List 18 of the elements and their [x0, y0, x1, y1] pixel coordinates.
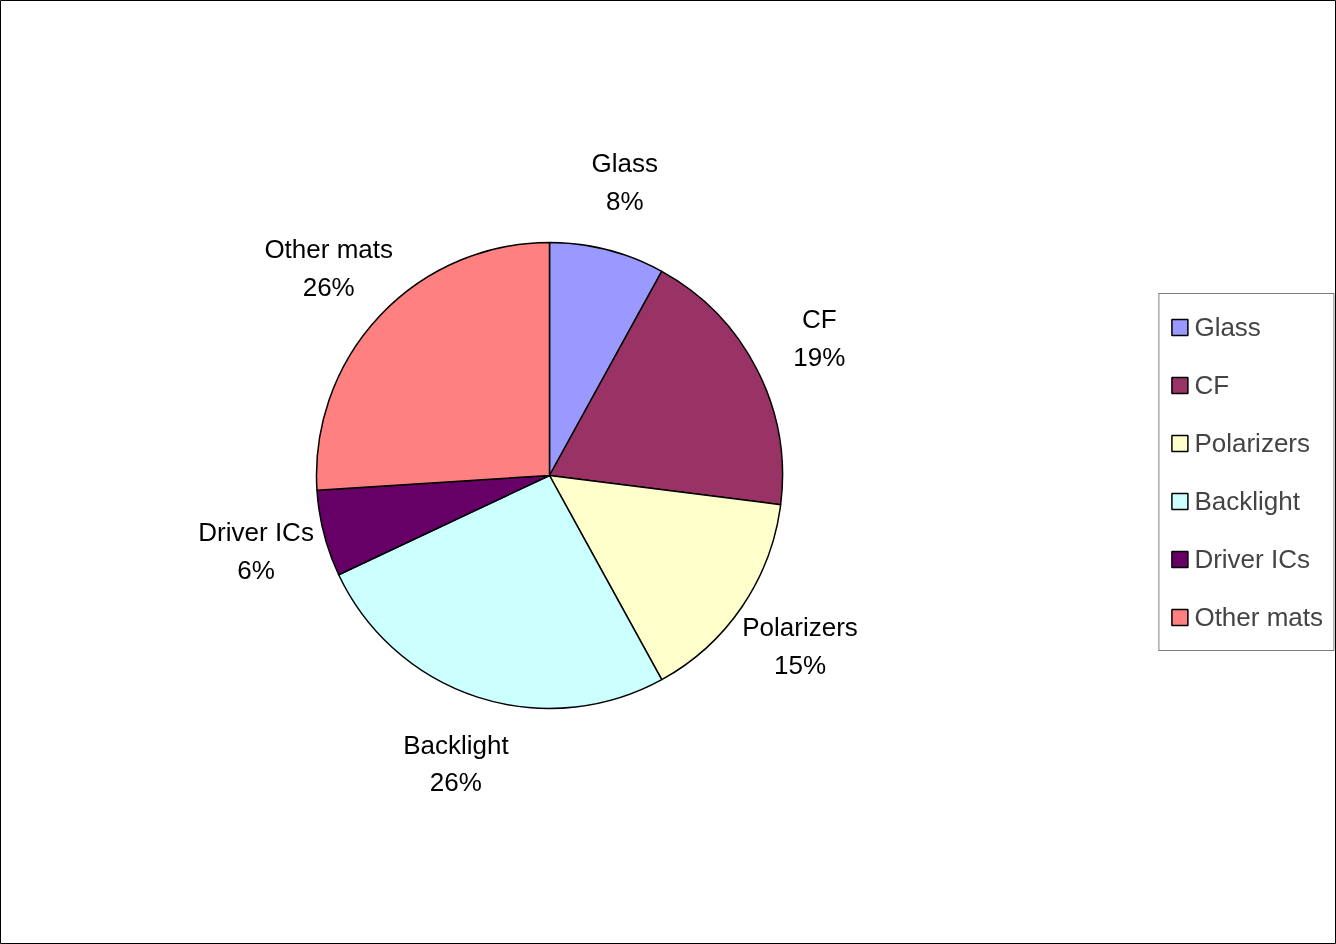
slice-label: CF [802, 304, 837, 335]
data-label: 6% [237, 554, 275, 585]
data-label: 26% [302, 271, 355, 302]
data-label: 26% [429, 767, 482, 798]
legend-label: Glass [1194, 310, 1261, 344]
legend-label: Driver ICs [1194, 542, 1310, 576]
legend-label: CF [1194, 368, 1230, 402]
legend-label: Backlight [1194, 484, 1300, 518]
slice-label: Driver ICs [198, 517, 314, 548]
slice-label: Other mats [264, 234, 393, 265]
slice-label: Polarizers [742, 612, 858, 643]
data-label: 15% [774, 649, 827, 680]
data-label: 8% [606, 185, 644, 216]
legend-label: Polarizers [1194, 426, 1310, 460]
legend-label: Other mats [1194, 600, 1323, 634]
slice-label: Backlight [403, 729, 510, 760]
data-label: 19% [793, 341, 846, 372]
slice-label: Glass [591, 148, 659, 179]
